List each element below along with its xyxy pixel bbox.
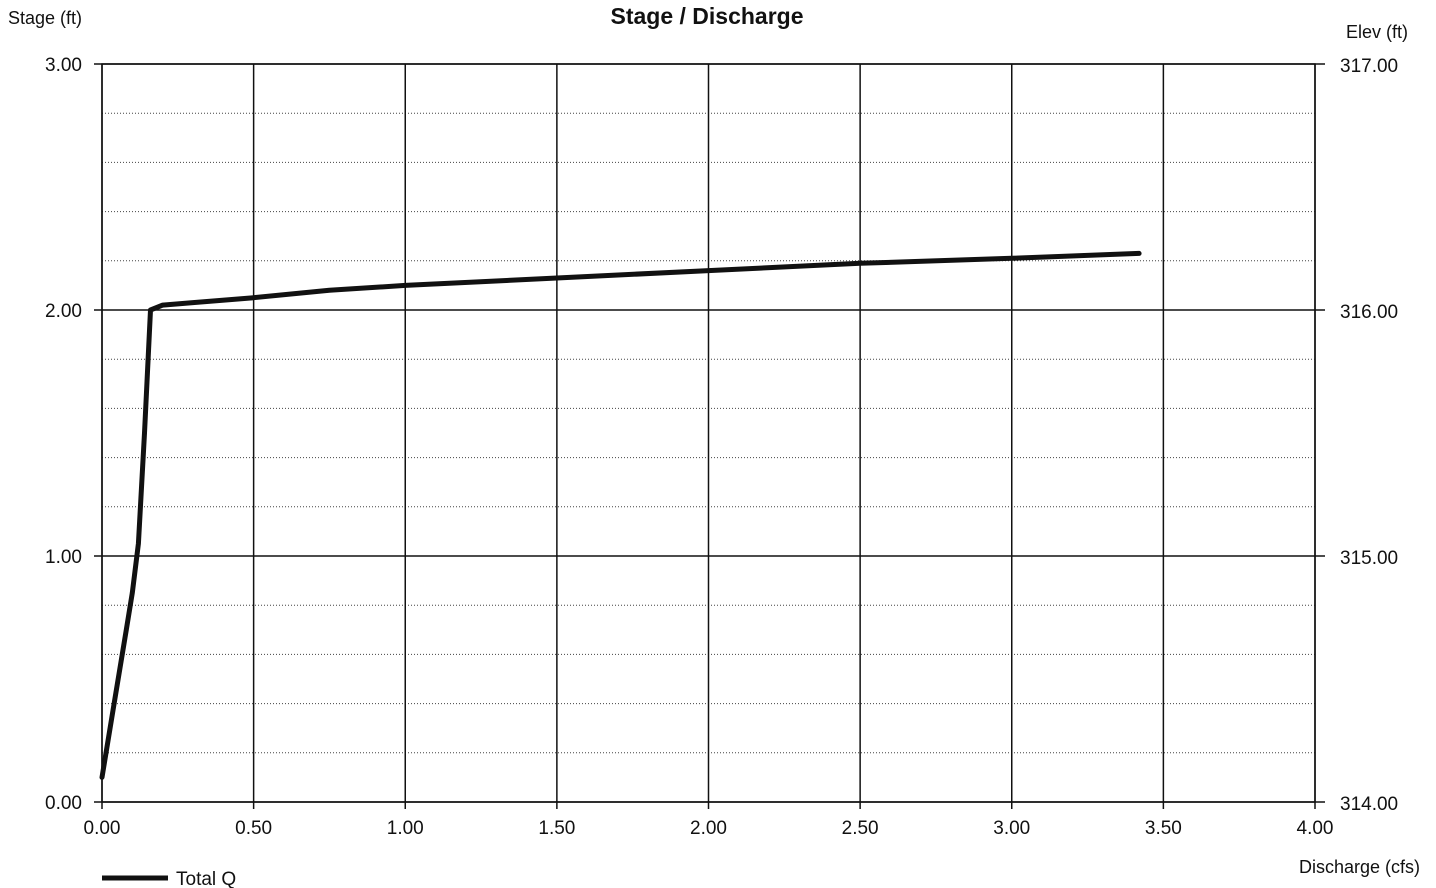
legend: Total Q <box>102 869 236 888</box>
data-point <box>858 261 862 265</box>
y2-tick-label: 315.00 <box>1340 548 1398 569</box>
x-tick-label: 0.00 <box>84 818 121 839</box>
x-tick-label: 0.50 <box>235 818 272 839</box>
x-tick-label: 1.50 <box>538 818 575 839</box>
data-point <box>124 628 128 632</box>
data-point <box>142 431 146 435</box>
x-tick-label: 3.50 <box>1145 818 1182 839</box>
chart-title: Stage / Discharge <box>610 3 803 29</box>
series-line-0 <box>99 250 1142 780</box>
y-tick-label: 0.00 <box>45 793 82 814</box>
data-point <box>1137 251 1141 255</box>
x-tick-label: 1.00 <box>387 818 424 839</box>
data-point <box>130 591 134 595</box>
y-tick-label: 3.00 <box>45 55 82 76</box>
data-point <box>100 775 104 779</box>
data-point <box>252 296 256 300</box>
data-point <box>191 301 195 305</box>
y-tick-labels: 0.00 1.00 2.00 3.00 <box>45 55 82 814</box>
major-gridlines <box>101 63 1316 803</box>
data-point <box>707 269 710 273</box>
y2-tick-label: 316.00 <box>1340 302 1398 323</box>
x-axis-title: Discharge (cfs) <box>1299 857 1420 877</box>
data-point <box>403 283 407 287</box>
data-point <box>161 303 165 307</box>
axis-ticks <box>94 63 1325 809</box>
y2-tick-labels: 314.00 315.00 316.00 317.00 <box>1340 56 1398 815</box>
y2-tick-label: 314.00 <box>1340 794 1398 815</box>
y2-axis-title: Elev (ft) <box>1346 22 1408 42</box>
data-point <box>327 288 331 292</box>
y-tick-label: 1.00 <box>45 547 82 568</box>
y-axis-title: Stage (ft) <box>8 8 82 28</box>
data-point <box>136 542 140 546</box>
data-point <box>555 276 559 280</box>
data-point <box>149 308 153 312</box>
x-tick-label: 2.50 <box>842 818 879 839</box>
y-tick-label: 2.00 <box>45 301 82 322</box>
x-tick-label: 3.00 <box>993 818 1030 839</box>
data-point <box>112 702 116 706</box>
x-tick-label: 4.00 <box>1297 818 1334 839</box>
x-tick-labels: 0.00 0.50 1.00 1.50 2.00 2.50 3.00 3.50 4.00 <box>84 818 1334 839</box>
series-layer <box>99 250 1142 780</box>
data-point <box>1010 256 1014 260</box>
y2-tick-label: 317.00 <box>1340 56 1398 77</box>
legend-label-total-q: Total Q <box>176 869 236 888</box>
x-tick-label: 2.00 <box>690 818 727 839</box>
